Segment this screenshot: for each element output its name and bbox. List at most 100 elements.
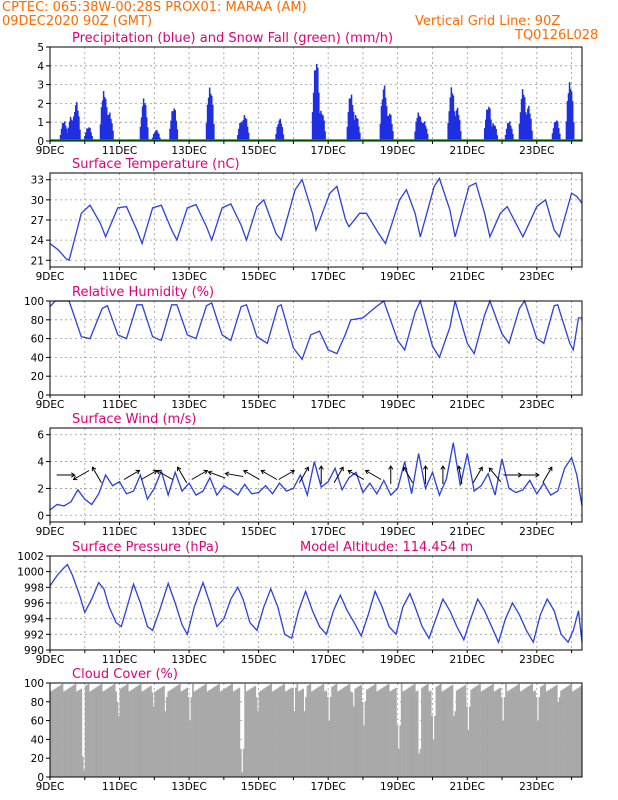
precip-bar	[425, 128, 428, 141]
precip-bar	[489, 135, 491, 141]
cloud-bar	[531, 683, 534, 777]
cloud-bar	[503, 697, 506, 777]
panel-2	[46, 172, 583, 270]
cloud-bar	[138, 684, 141, 777]
cloud-bar	[54, 688, 57, 777]
cloud-bar	[96, 686, 99, 777]
cloud-bar	[213, 686, 216, 777]
cloud-bar	[309, 683, 312, 777]
cloud-bar	[348, 683, 351, 777]
cloud-bar	[500, 697, 503, 777]
cloud-bar	[421, 687, 423, 777]
cloud-bar	[265, 686, 268, 777]
cloud-bar	[489, 685, 491, 777]
precip-bar	[352, 126, 355, 141]
cloud-bar	[284, 691, 287, 777]
cloud-bar	[437, 685, 439, 777]
y-tick-label: 27	[31, 215, 44, 227]
precip-bar	[354, 115, 357, 141]
cloud-bar	[444, 689, 447, 777]
cloud-bar	[487, 686, 490, 777]
cloud-bar	[542, 684, 545, 777]
cloud-bar	[408, 687, 410, 777]
precip-bar	[140, 117, 143, 141]
cloud-bar	[229, 684, 232, 777]
cloud-bar	[70, 686, 73, 777]
cloud-bar	[576, 688, 578, 777]
precip-bar	[351, 132, 354, 141]
precip-bar	[526, 114, 528, 141]
precip-bar	[243, 115, 246, 141]
cloud-bar	[323, 691, 326, 777]
precip-bar	[556, 121, 559, 141]
cloud-bar	[358, 685, 361, 777]
cloud-bar	[158, 688, 161, 777]
cloud-bar	[325, 690, 328, 777]
cloud-bar	[268, 684, 271, 777]
cloud-bar	[406, 688, 409, 777]
header-date: 09DEC2020 90Z (GMT)	[2, 14, 153, 29]
wind-arrow	[123, 470, 140, 480]
cloud-bar	[279, 686, 281, 777]
cloud-bar	[545, 691, 548, 777]
panel-frame	[49, 46, 583, 142]
wind-arrow-head	[318, 465, 324, 470]
precip-bar	[520, 98, 523, 141]
cloud-bar	[63, 691, 65, 777]
cloud-bar	[344, 686, 347, 777]
precip-bar	[77, 110, 79, 141]
cloud-bar	[334, 684, 336, 777]
cloud-bar	[174, 686, 177, 777]
precip-bar	[490, 128, 492, 141]
precip-bar	[318, 92, 320, 141]
cloud-bar	[81, 756, 84, 777]
cloud-bar	[118, 715, 120, 777]
cloud-bar	[550, 688, 552, 777]
cloud-bar	[510, 688, 513, 777]
cloud-bar	[322, 683, 325, 777]
cloud-bar	[125, 684, 128, 777]
cloud-bar	[168, 690, 171, 777]
precip-bar	[73, 111, 76, 141]
wind-arrow	[403, 466, 414, 484]
cloud-bar	[222, 689, 225, 777]
precip-bar	[316, 63, 318, 141]
cloud-bar	[381, 687, 384, 777]
wind-arrow-head	[176, 466, 182, 472]
cloud-bar	[564, 687, 567, 777]
cloud-bar	[193, 691, 196, 777]
x-tick-label: 17DEC	[310, 271, 345, 283]
cloud-bar	[241, 772, 244, 777]
precip-bar	[152, 134, 155, 141]
x-tick-label: 23DEC	[519, 145, 554, 157]
precip-bar	[455, 110, 458, 141]
precip-bar	[494, 125, 496, 141]
wind-arrow-head	[339, 466, 344, 472]
cloud-bar	[377, 690, 380, 777]
precip-bar	[492, 123, 494, 141]
cloud-bar	[400, 683, 403, 777]
cloud-bar	[171, 688, 174, 777]
panel-title: Precipitation (blue) and Snow Fall (gree…	[72, 31, 393, 46]
precip-bar	[423, 121, 426, 141]
cloud-bar	[289, 688, 291, 777]
cloud-bar	[231, 683, 233, 777]
cloud-bar	[103, 690, 106, 777]
precip-bar	[508, 121, 511, 141]
cloud-bar	[439, 683, 442, 777]
precip-bar	[348, 98, 351, 141]
precip-bar	[390, 114, 392, 141]
cloud-bar	[541, 685, 544, 777]
precip-bar	[358, 126, 360, 141]
precip-bar	[157, 132, 159, 141]
cloud-bar	[410, 685, 413, 777]
cloud-bar	[326, 697, 329, 777]
precip-bar	[319, 116, 321, 141]
cloud-bar	[351, 692, 354, 777]
cloud-bar	[360, 684, 362, 777]
cloud-bar	[252, 686, 255, 777]
cloud-bar	[84, 685, 87, 777]
precip-bar	[522, 94, 525, 141]
precip-bar	[566, 101, 569, 141]
cloud-bar	[557, 701, 560, 777]
